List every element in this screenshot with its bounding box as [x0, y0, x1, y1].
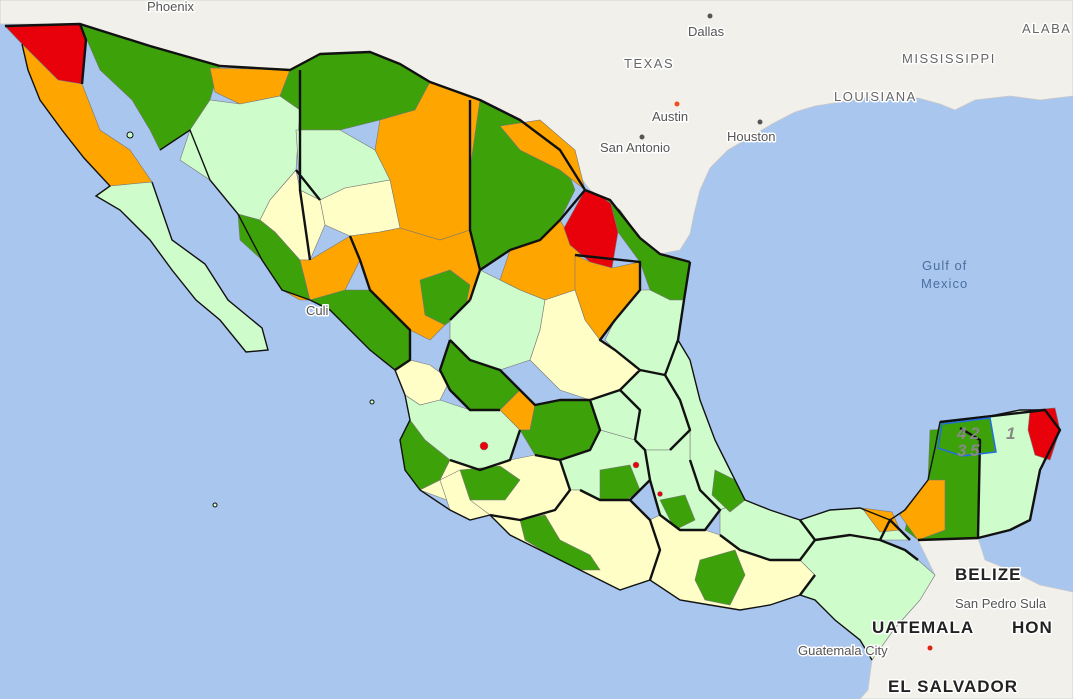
puebla-green[interactable]	[659, 494, 696, 531]
label-austin: Austin	[652, 109, 688, 124]
label-texas: TEXAS	[624, 56, 674, 71]
city-dot-dallas	[707, 13, 713, 19]
label-alabama: ALABA	[1022, 21, 1071, 36]
yucatan-district-outline	[937, 417, 997, 457]
city-dot-guatemala-city	[927, 645, 933, 651]
yucatan-district-5: 5	[970, 441, 980, 460]
label-san-antonio: San Antonio	[600, 140, 670, 155]
island	[369, 399, 375, 405]
island	[126, 131, 134, 139]
mexico	[4, 22, 1062, 661]
label-gulf-1: Gulf of	[922, 258, 967, 273]
label-phoenix: Phoenix	[147, 0, 194, 14]
label-guatemala: UATEMALA	[872, 618, 974, 637]
label-houston: Houston	[727, 129, 775, 144]
label-belize: BELIZE	[955, 565, 1021, 584]
label-el-salvador: EL SALVADOR	[888, 677, 1018, 696]
label-gulf-2: Mexico	[921, 276, 968, 291]
island	[212, 502, 218, 508]
label-culiacan: Culi	[306, 303, 329, 318]
yucatan-district-2: 2	[969, 424, 980, 443]
label-louisiana: LOUISIANA	[834, 89, 917, 104]
coastline	[21, 43, 1045, 661]
red-municipality[interactable]	[632, 461, 640, 469]
oaxaca-green[interactable]	[694, 549, 746, 606]
coahuila-orange[interactable]	[499, 119, 586, 191]
yucatan-district-1: 1	[1006, 424, 1015, 443]
yucatan-district-3: 3	[957, 441, 967, 460]
city-dot-austin	[674, 101, 680, 107]
edo-mexico-green[interactable]	[599, 464, 641, 506]
yucatan-district-4: 4	[956, 424, 967, 443]
red-municipality[interactable]	[657, 491, 663, 497]
city-dot-houston	[757, 119, 763, 125]
label-mississippi: MISSISSIPPI	[902, 51, 996, 66]
label-dallas: Dallas	[688, 24, 725, 39]
label-honduras: HON	[1012, 618, 1053, 637]
veracruz-green[interactable]	[711, 469, 746, 513]
guerrero-green[interactable]	[519, 514, 601, 571]
label-san-pedro-sula: San Pedro Sula	[955, 596, 1047, 611]
red-municipality[interactable]	[479, 441, 489, 451]
label-guatemala-city: Guatemala City	[798, 643, 888, 658]
city-dot-san-antonio	[639, 134, 645, 140]
